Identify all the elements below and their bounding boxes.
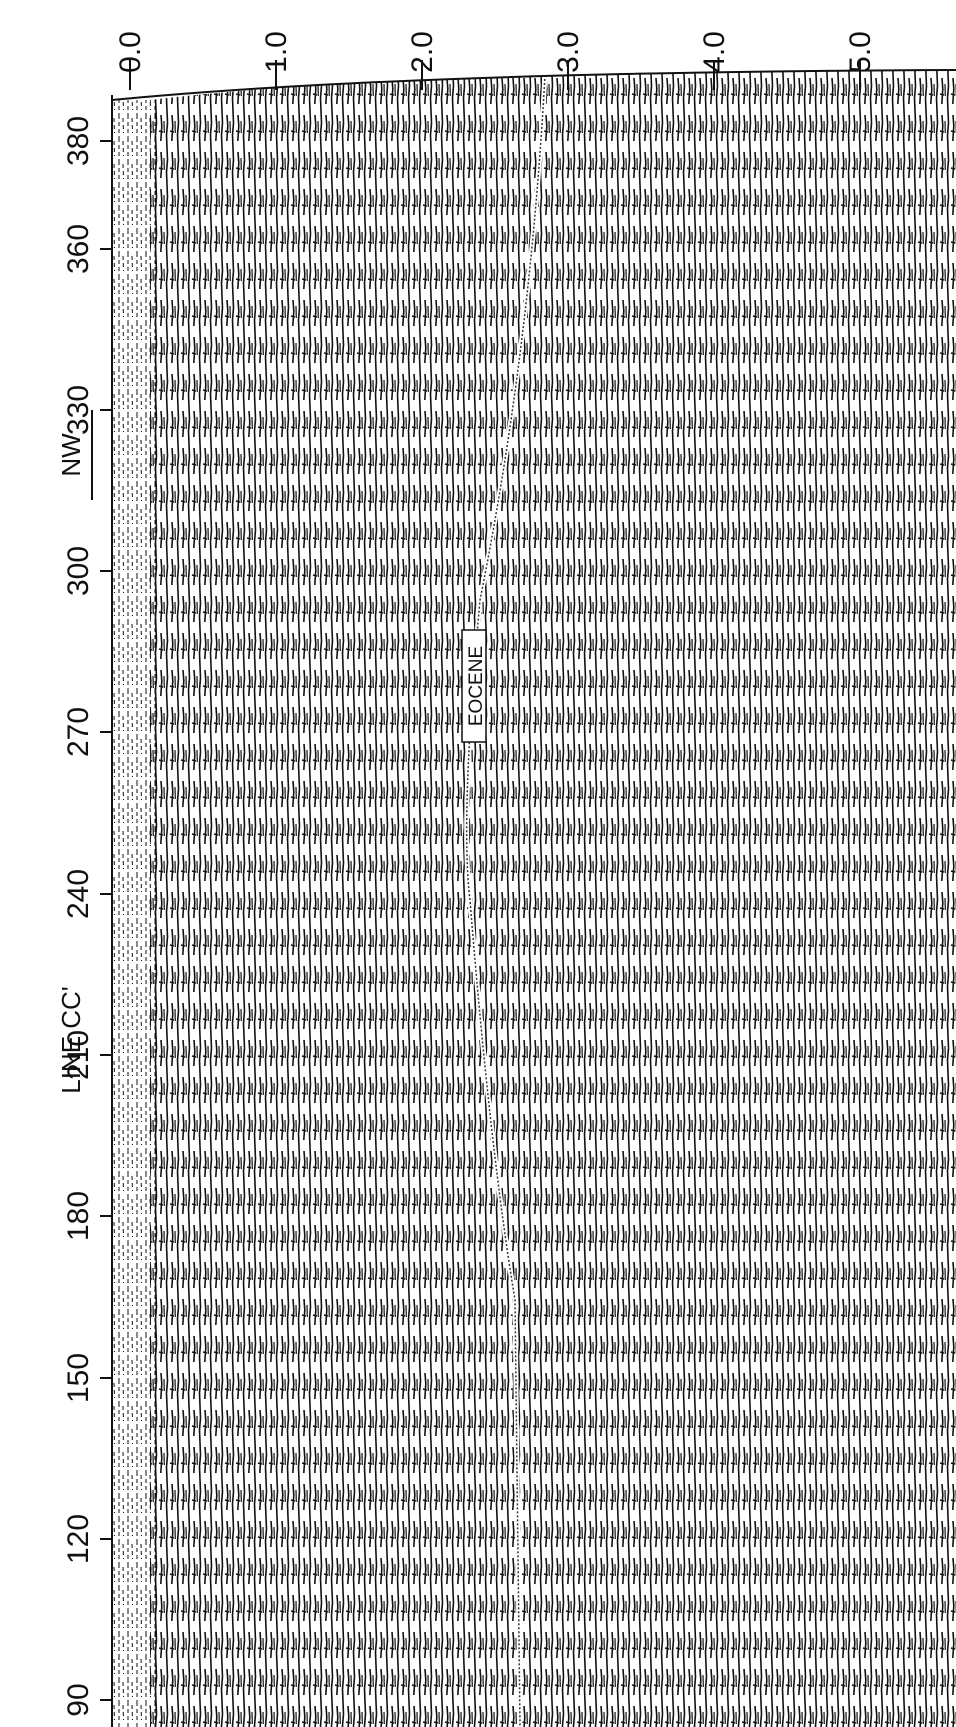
shot-point-label: 120 <box>62 1514 95 1564</box>
horizon-label-box <box>461 629 487 743</box>
direction-label: NW <box>56 433 86 477</box>
shot-point-label: 330 <box>62 385 95 435</box>
shot-point-label: 180 <box>62 1191 95 1241</box>
line-title: LINE CC' <box>56 986 86 1094</box>
shot-point-label: 360 <box>62 224 95 274</box>
shot-point-label: 380 <box>62 116 95 166</box>
shot-point-label: 270 <box>62 707 95 757</box>
shot-point-label: 150 <box>62 1353 95 1403</box>
time-axis <box>111 69 956 101</box>
eocene-horizon-line <box>465 74 546 1727</box>
near-surface-traces <box>112 100 157 1727</box>
shot-point-label: 240 <box>62 869 95 919</box>
shot-point-label: 210 <box>62 1030 95 1080</box>
shot-point-label: 300 <box>62 546 95 596</box>
horizon-label: EOCENE <box>466 646 487 726</box>
shot-point-label: 90 <box>62 1683 95 1716</box>
seismic-traces <box>150 70 956 1727</box>
